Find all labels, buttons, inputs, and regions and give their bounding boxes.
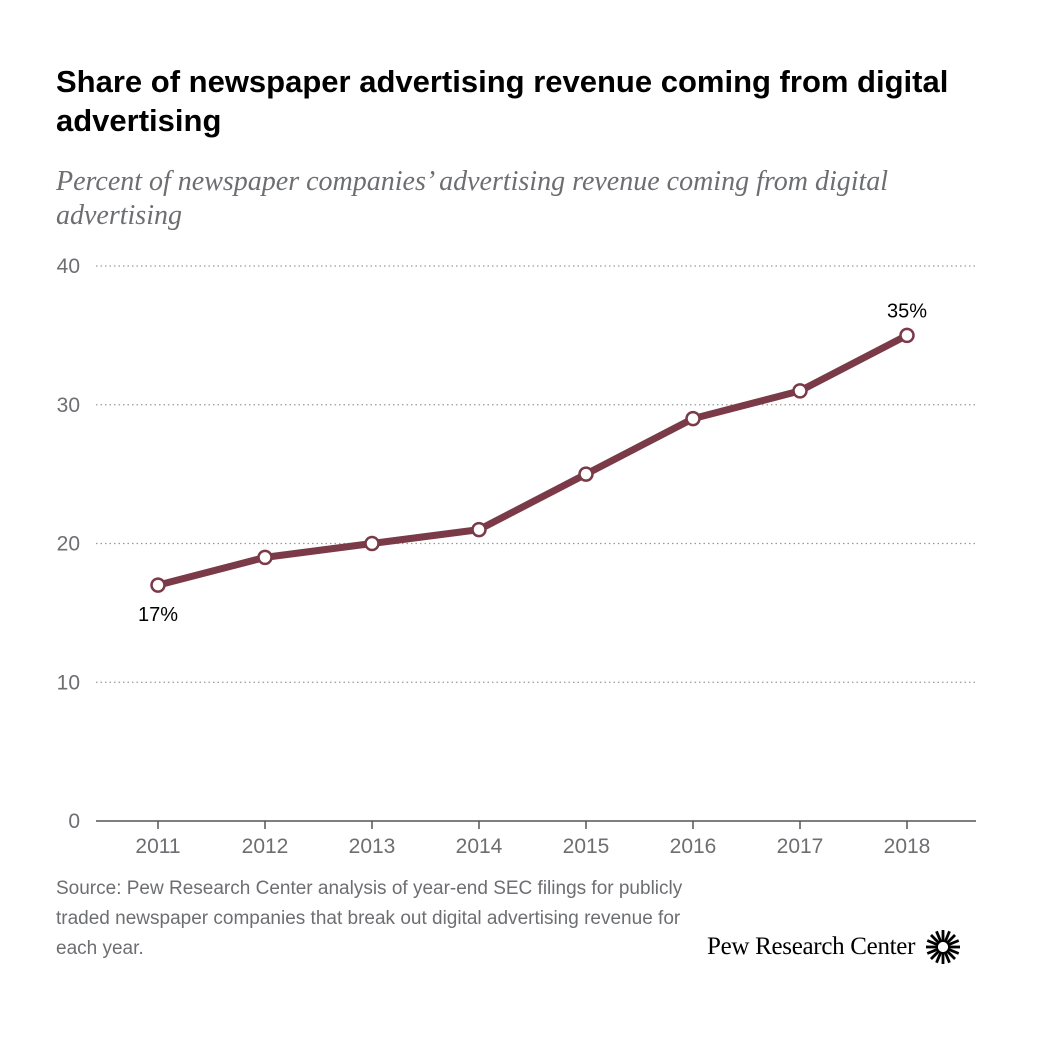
x-tick-label: 2018 xyxy=(884,835,931,858)
sunburst-logo-icon xyxy=(926,930,961,964)
logo-text: Pew Research Center xyxy=(707,933,916,960)
data-point xyxy=(257,549,273,566)
x-tick-label: 2013 xyxy=(349,835,396,858)
x-tick-label: 2016 xyxy=(670,835,717,858)
y-tick-label: 20 xyxy=(57,533,80,556)
x-tick-label: 2014 xyxy=(456,835,503,858)
data-point xyxy=(364,535,380,552)
logo-ray xyxy=(930,933,941,945)
y-tick-label: 40 xyxy=(57,255,80,278)
chart-subtitle: Percent of newspaper companies’ advertis… xyxy=(56,166,889,231)
logo-ray xyxy=(945,949,957,961)
y-tick-label: 0 xyxy=(68,810,80,833)
logo-ray xyxy=(943,930,951,943)
logo-ray xyxy=(930,949,941,961)
x-tick-label: 2012 xyxy=(242,835,289,858)
x-tick-label: 2011 xyxy=(135,835,180,858)
data-point xyxy=(899,327,915,344)
x-tick-label: 2015 xyxy=(563,835,610,858)
data-label: 35% xyxy=(887,300,927,322)
chart-title: Share of newspaper advertising revenue c… xyxy=(56,64,949,138)
logo-ray xyxy=(935,930,943,943)
data-point xyxy=(150,577,166,593)
data-point xyxy=(578,466,594,482)
y-tick-label: 30 xyxy=(57,394,80,417)
source-note: Source: Pew Research Center analysis of … xyxy=(56,878,683,959)
logo-ray xyxy=(947,939,960,947)
data-point xyxy=(471,521,487,538)
y-tick-label: 10 xyxy=(57,671,80,694)
data-point xyxy=(792,383,808,399)
logo-ray xyxy=(926,939,940,947)
series-line xyxy=(154,331,911,589)
logo-ray xyxy=(935,951,943,964)
logo-ray xyxy=(945,933,957,945)
data-label: 17% xyxy=(138,604,178,626)
data-point xyxy=(685,410,701,427)
logo-ray xyxy=(926,947,940,955)
logo-ray xyxy=(947,947,960,955)
pew-logo: Pew Research Center xyxy=(707,930,963,964)
logo-ray xyxy=(943,951,951,964)
x-tick-label: 2017 xyxy=(777,835,824,858)
